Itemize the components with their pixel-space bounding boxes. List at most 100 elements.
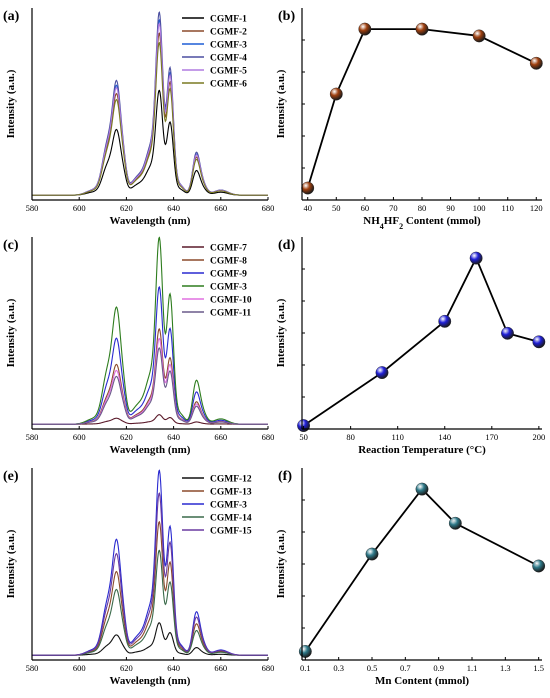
x-tick-label: 60 (361, 203, 370, 213)
legend-entry: CGMF-3 (210, 501, 247, 511)
x-tick-label: 0.1 (300, 663, 311, 673)
x-tick-label: 50 (299, 432, 308, 442)
panel-label: (d) (278, 238, 295, 253)
x-tick-label: 620 (120, 203, 133, 213)
data-point (375, 366, 389, 379)
data-point (529, 56, 543, 70)
x-tick-label: 600 (73, 663, 86, 673)
x-axis-label: NH4HF2 Content (mmol) (363, 215, 481, 231)
x-tick-label: 640 (167, 663, 180, 673)
x-tick-label: 100 (473, 203, 486, 213)
series-line-cgmf-3 (32, 469, 268, 656)
x-tick-label: 0.5 (367, 663, 378, 673)
legend-entry: CGMF-15 (210, 527, 252, 537)
x-tick-label: 0.7 (400, 663, 411, 673)
x-tick-label: 1.5 (533, 663, 544, 673)
x-tick-label: 1.3 (500, 663, 511, 673)
trend-line (306, 28, 537, 189)
x-tick-label: 680 (262, 203, 275, 213)
trend-line (303, 255, 540, 427)
y-axis-label: Intensity (a.u.) (275, 529, 287, 598)
x-tick-label: 680 (262, 432, 275, 442)
panel-f: 0.1 0.3 0.5 0.7 0.9 1.1 1.3 1.5 Mn Content (mmol… (275, 468, 546, 687)
panel-d: 50 80 110 140 170 200 Reaction Temperature (°C… (275, 237, 546, 456)
x-tick-label: 640 (167, 432, 180, 442)
y-axis-label: Intensity (a.u.) (275, 69, 287, 138)
x-tick-label: 50 (332, 203, 341, 213)
x-tick-label: 620 (120, 432, 133, 442)
x-tick-label: 90 (446, 203, 455, 213)
legend-entry: CGMF-6 (210, 80, 247, 90)
data-point (298, 645, 312, 658)
legend-entry: CGMF-12 (210, 475, 252, 485)
x-tick-label: 600 (73, 203, 86, 213)
y-axis-label: Intensity (a.u.) (275, 298, 287, 367)
panel-label: (f) (278, 469, 292, 484)
x-axis-label: Wavelength (nm) (110, 215, 191, 227)
x-axis-label: Mn Content (mmol) (375, 675, 469, 687)
data-point (448, 516, 462, 530)
panel-label: (b) (278, 9, 295, 24)
legend-entry: CGMF-2 (210, 28, 247, 38)
x-tick-label: 110 (391, 432, 403, 442)
x-tick-label: 170 (485, 432, 498, 442)
data-point (532, 335, 546, 349)
x-axis-label: Wavelength (nm) (110, 444, 191, 456)
legend-entry: CGMF-10 (210, 296, 252, 306)
panel-a: 580 600 620 640 660 680 Wavelength (nm) Intensi… (3, 8, 274, 227)
x-tick-label: 120 (530, 203, 543, 213)
x-tick-label: 660 (214, 432, 227, 442)
legend-entry: CGMF-1 (210, 15, 247, 25)
series-line-cgmf-10 (32, 337, 268, 425)
x-tick-label: 110 (501, 203, 513, 213)
panel-b: 40 50 60 70 80 90 100 110 120 NH4HF2 Content (mmo… (275, 8, 543, 231)
legend-entry: CGMF-3 (210, 41, 247, 51)
panel-label: (e) (3, 469, 19, 484)
legend-entry: CGMF-7 (210, 244, 247, 254)
legend-entry: CGMF-4 (210, 54, 247, 64)
x-axis-label: Wavelength (nm) (110, 675, 191, 687)
x-tick-label: 660 (214, 203, 227, 213)
x-tick-label: 620 (120, 663, 133, 673)
data-point (301, 181, 315, 195)
x-tick-label: 680 (262, 663, 275, 673)
legend-entry: CGMF-5 (210, 67, 247, 77)
y-axis-label: Intensity (a.u.) (5, 298, 17, 367)
data-point (472, 29, 486, 43)
x-tick-label: 1.1 (467, 663, 478, 673)
y-axis-label: Intensity (a.u.) (5, 69, 17, 138)
x-tick-label: 80 (346, 432, 355, 442)
series-line-cgmf-12 (32, 622, 268, 656)
data-point (297, 419, 310, 432)
y-axis-label: Intensity (a.u.) (5, 529, 17, 598)
data-point (415, 22, 429, 36)
x-tick-label: 600 (73, 432, 86, 442)
x-tick-label: 660 (214, 663, 227, 673)
data-point (329, 87, 343, 101)
data-point (438, 314, 452, 328)
series-line-cgmf-6 (32, 41, 268, 196)
legend-entry: CGMF-14 (210, 514, 252, 524)
series-line-cgmf-13 (32, 520, 268, 656)
x-tick-label: 580 (26, 203, 39, 213)
x-tick-label: 70 (389, 203, 398, 213)
panel-label: (c) (3, 238, 19, 253)
data-point (415, 482, 429, 496)
x-tick-label: 40 (303, 203, 312, 213)
x-axis-label: Reaction Temperature (°C) (358, 444, 486, 456)
legend-entry: CGMF-13 (210, 488, 252, 498)
data-point (469, 251, 483, 265)
x-tick-label: 580 (26, 663, 39, 673)
x-tick-label: 0.3 (333, 663, 344, 673)
x-tick-label: 80 (418, 203, 427, 213)
series-line-cgmf-11 (32, 347, 268, 425)
trend-line (304, 487, 540, 652)
panel-label: (a) (3, 9, 20, 24)
series-line-cgmf-15 (32, 492, 268, 656)
legend-entry: CGMF-3 (210, 283, 247, 293)
data-point (501, 326, 514, 340)
x-tick-label: 140 (438, 432, 451, 442)
data-point (365, 547, 379, 561)
data-point (532, 559, 546, 573)
